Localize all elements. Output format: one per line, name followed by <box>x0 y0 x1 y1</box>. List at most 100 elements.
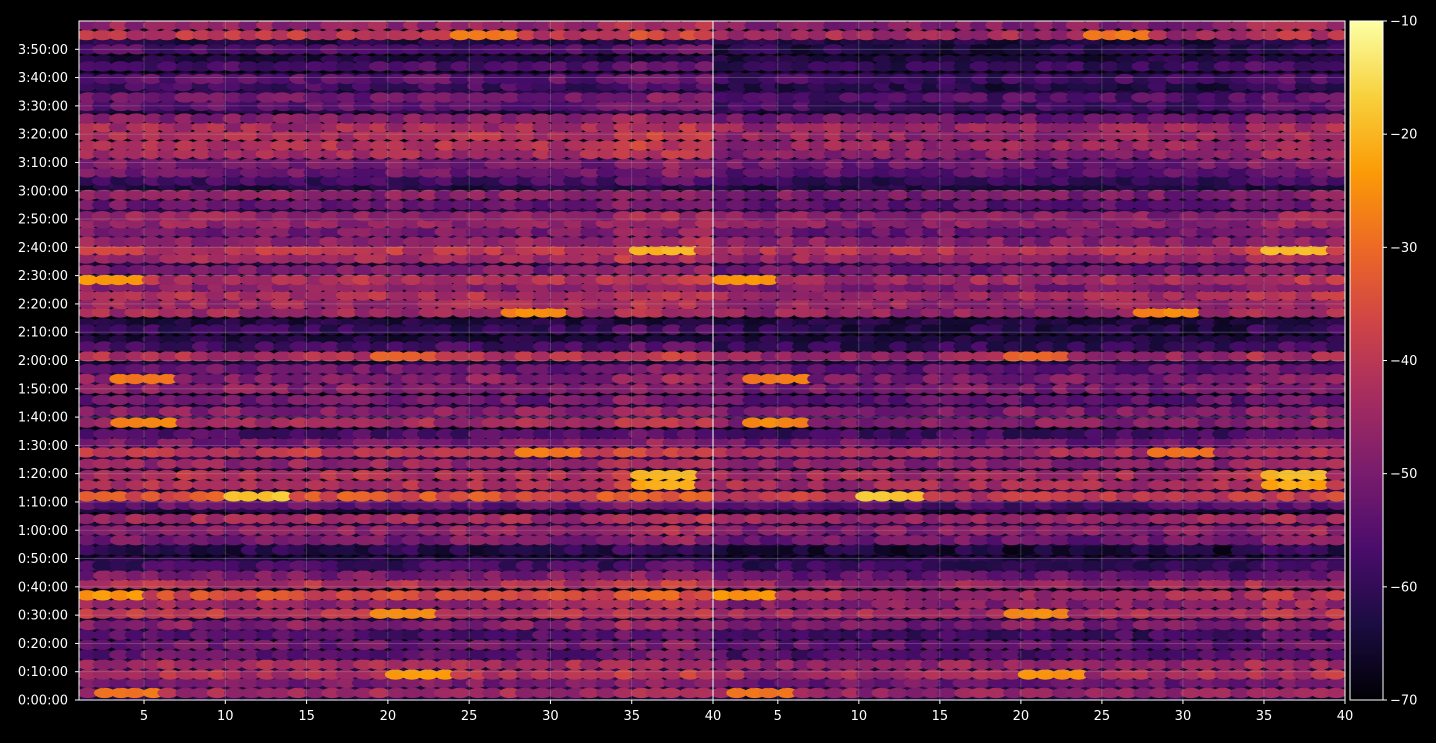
heatmap-cell <box>303 590 325 601</box>
heatmap-cell <box>156 590 178 601</box>
heatmap-cell <box>174 677 196 689</box>
heatmap-cell <box>223 491 245 502</box>
heatmap-cell <box>304 341 326 352</box>
heatmap-cell <box>304 570 326 581</box>
heatmap-cell <box>596 199 618 211</box>
heatmap-cell <box>336 199 358 211</box>
heatmap-cell <box>498 324 520 335</box>
heatmap-cell <box>254 639 276 650</box>
heatmap-cell <box>499 677 521 689</box>
heatmap-cell <box>142 341 164 352</box>
heatmap-cell <box>189 639 211 650</box>
heatmap-cell <box>646 383 668 394</box>
heatmap-cell <box>499 226 521 237</box>
heatmap-cell <box>579 649 601 660</box>
heatmap-cell <box>450 458 472 469</box>
heatmap-cell <box>175 649 197 660</box>
heatmap-cell <box>173 513 195 525</box>
heatmap-cell <box>108 351 130 362</box>
heatmap-cell <box>304 253 326 264</box>
heatmap-cell <box>189 525 211 536</box>
heatmap-cell <box>174 437 196 448</box>
heatmap-cell <box>516 598 538 609</box>
heatmap-cell <box>157 318 179 327</box>
heatmap-cell <box>579 417 601 428</box>
heatmap-cell <box>629 38 651 47</box>
heatmap-cell <box>335 245 357 256</box>
heatmap-cell <box>482 324 504 335</box>
heatmap-cell <box>678 236 700 247</box>
heatmap-cell <box>597 394 619 406</box>
heatmap-cell <box>531 383 553 394</box>
heatmap-cell <box>320 290 342 301</box>
heatmap-cell <box>530 669 552 680</box>
heatmap-cell <box>336 687 357 699</box>
heatmap-cell <box>693 687 713 699</box>
heatmap-cell <box>597 253 619 264</box>
heatmap-cell <box>337 437 359 448</box>
heatmap-cell <box>254 351 276 362</box>
heatmap-cell <box>515 38 537 47</box>
heatmap-cell <box>400 570 422 581</box>
heatmap-cell <box>222 298 244 310</box>
heatmap-cell <box>173 428 195 440</box>
heatmap-cell <box>321 687 343 699</box>
heatmap-cell <box>305 226 327 237</box>
heatmap-cell <box>321 578 342 590</box>
heatmap-cell <box>319 437 341 448</box>
heatmap-cell <box>125 479 147 491</box>
heatmap-cell <box>125 55 147 64</box>
heatmap-cell <box>125 211 147 222</box>
heatmap-cell <box>222 479 244 491</box>
heatmap-cell <box>142 525 164 536</box>
heatmap-cell <box>451 290 473 301</box>
heatmap-cell <box>500 659 522 670</box>
heatmap-cell <box>336 659 358 670</box>
heatmap-cell <box>287 578 309 590</box>
heatmap-cell <box>92 677 114 689</box>
heatmap-cell <box>449 649 471 660</box>
heatmap-cell <box>320 629 342 641</box>
heatmap-cell <box>222 307 244 318</box>
heatmap-cell <box>384 211 406 222</box>
heatmap-cell <box>418 307 440 318</box>
heatmap-cell <box>515 417 537 428</box>
heatmap-cell <box>92 55 114 64</box>
heatmap-cell <box>239 351 260 362</box>
heatmap-cell <box>465 211 487 222</box>
heatmap-cell <box>142 324 164 335</box>
heatmap-cell <box>206 479 228 491</box>
heatmap-cell <box>287 236 309 247</box>
heatmap-cell <box>223 253 245 264</box>
heatmap-cell <box>499 570 521 581</box>
heatmap-cell <box>289 417 311 428</box>
heatmap-cell <box>124 290 146 301</box>
heatmap-cell <box>565 324 586 335</box>
heatmap-cell <box>272 639 294 650</box>
heatmap-cell <box>433 307 455 318</box>
heatmap-cell <box>565 491 587 502</box>
heatmap-cell <box>679 677 701 689</box>
heatmap-cell <box>352 417 374 428</box>
heatmap-cell <box>579 677 601 689</box>
heatmap-cell <box>142 479 164 491</box>
heatmap-cell <box>143 677 164 689</box>
heatmap-cell <box>613 55 635 64</box>
heatmap-cell <box>255 394 277 406</box>
heatmap-cell <box>612 394 634 406</box>
heatmap-cell <box>108 245 130 256</box>
heatmap-cell <box>499 491 521 502</box>
heatmap-cell <box>564 417 586 428</box>
heatmap-cell <box>109 608 131 619</box>
heatmap-cell <box>677 513 699 525</box>
heatmap-cell <box>627 428 649 440</box>
heatmap-cell <box>678 318 700 327</box>
heatmap-cell <box>157 578 179 590</box>
heatmap-cell <box>451 659 473 670</box>
heatmap-cell <box>125 199 147 211</box>
heatmap-cell <box>500 598 522 609</box>
heatmap-cell <box>419 560 440 571</box>
heatmap-cell <box>563 578 585 590</box>
heatmap-cell <box>304 307 326 318</box>
